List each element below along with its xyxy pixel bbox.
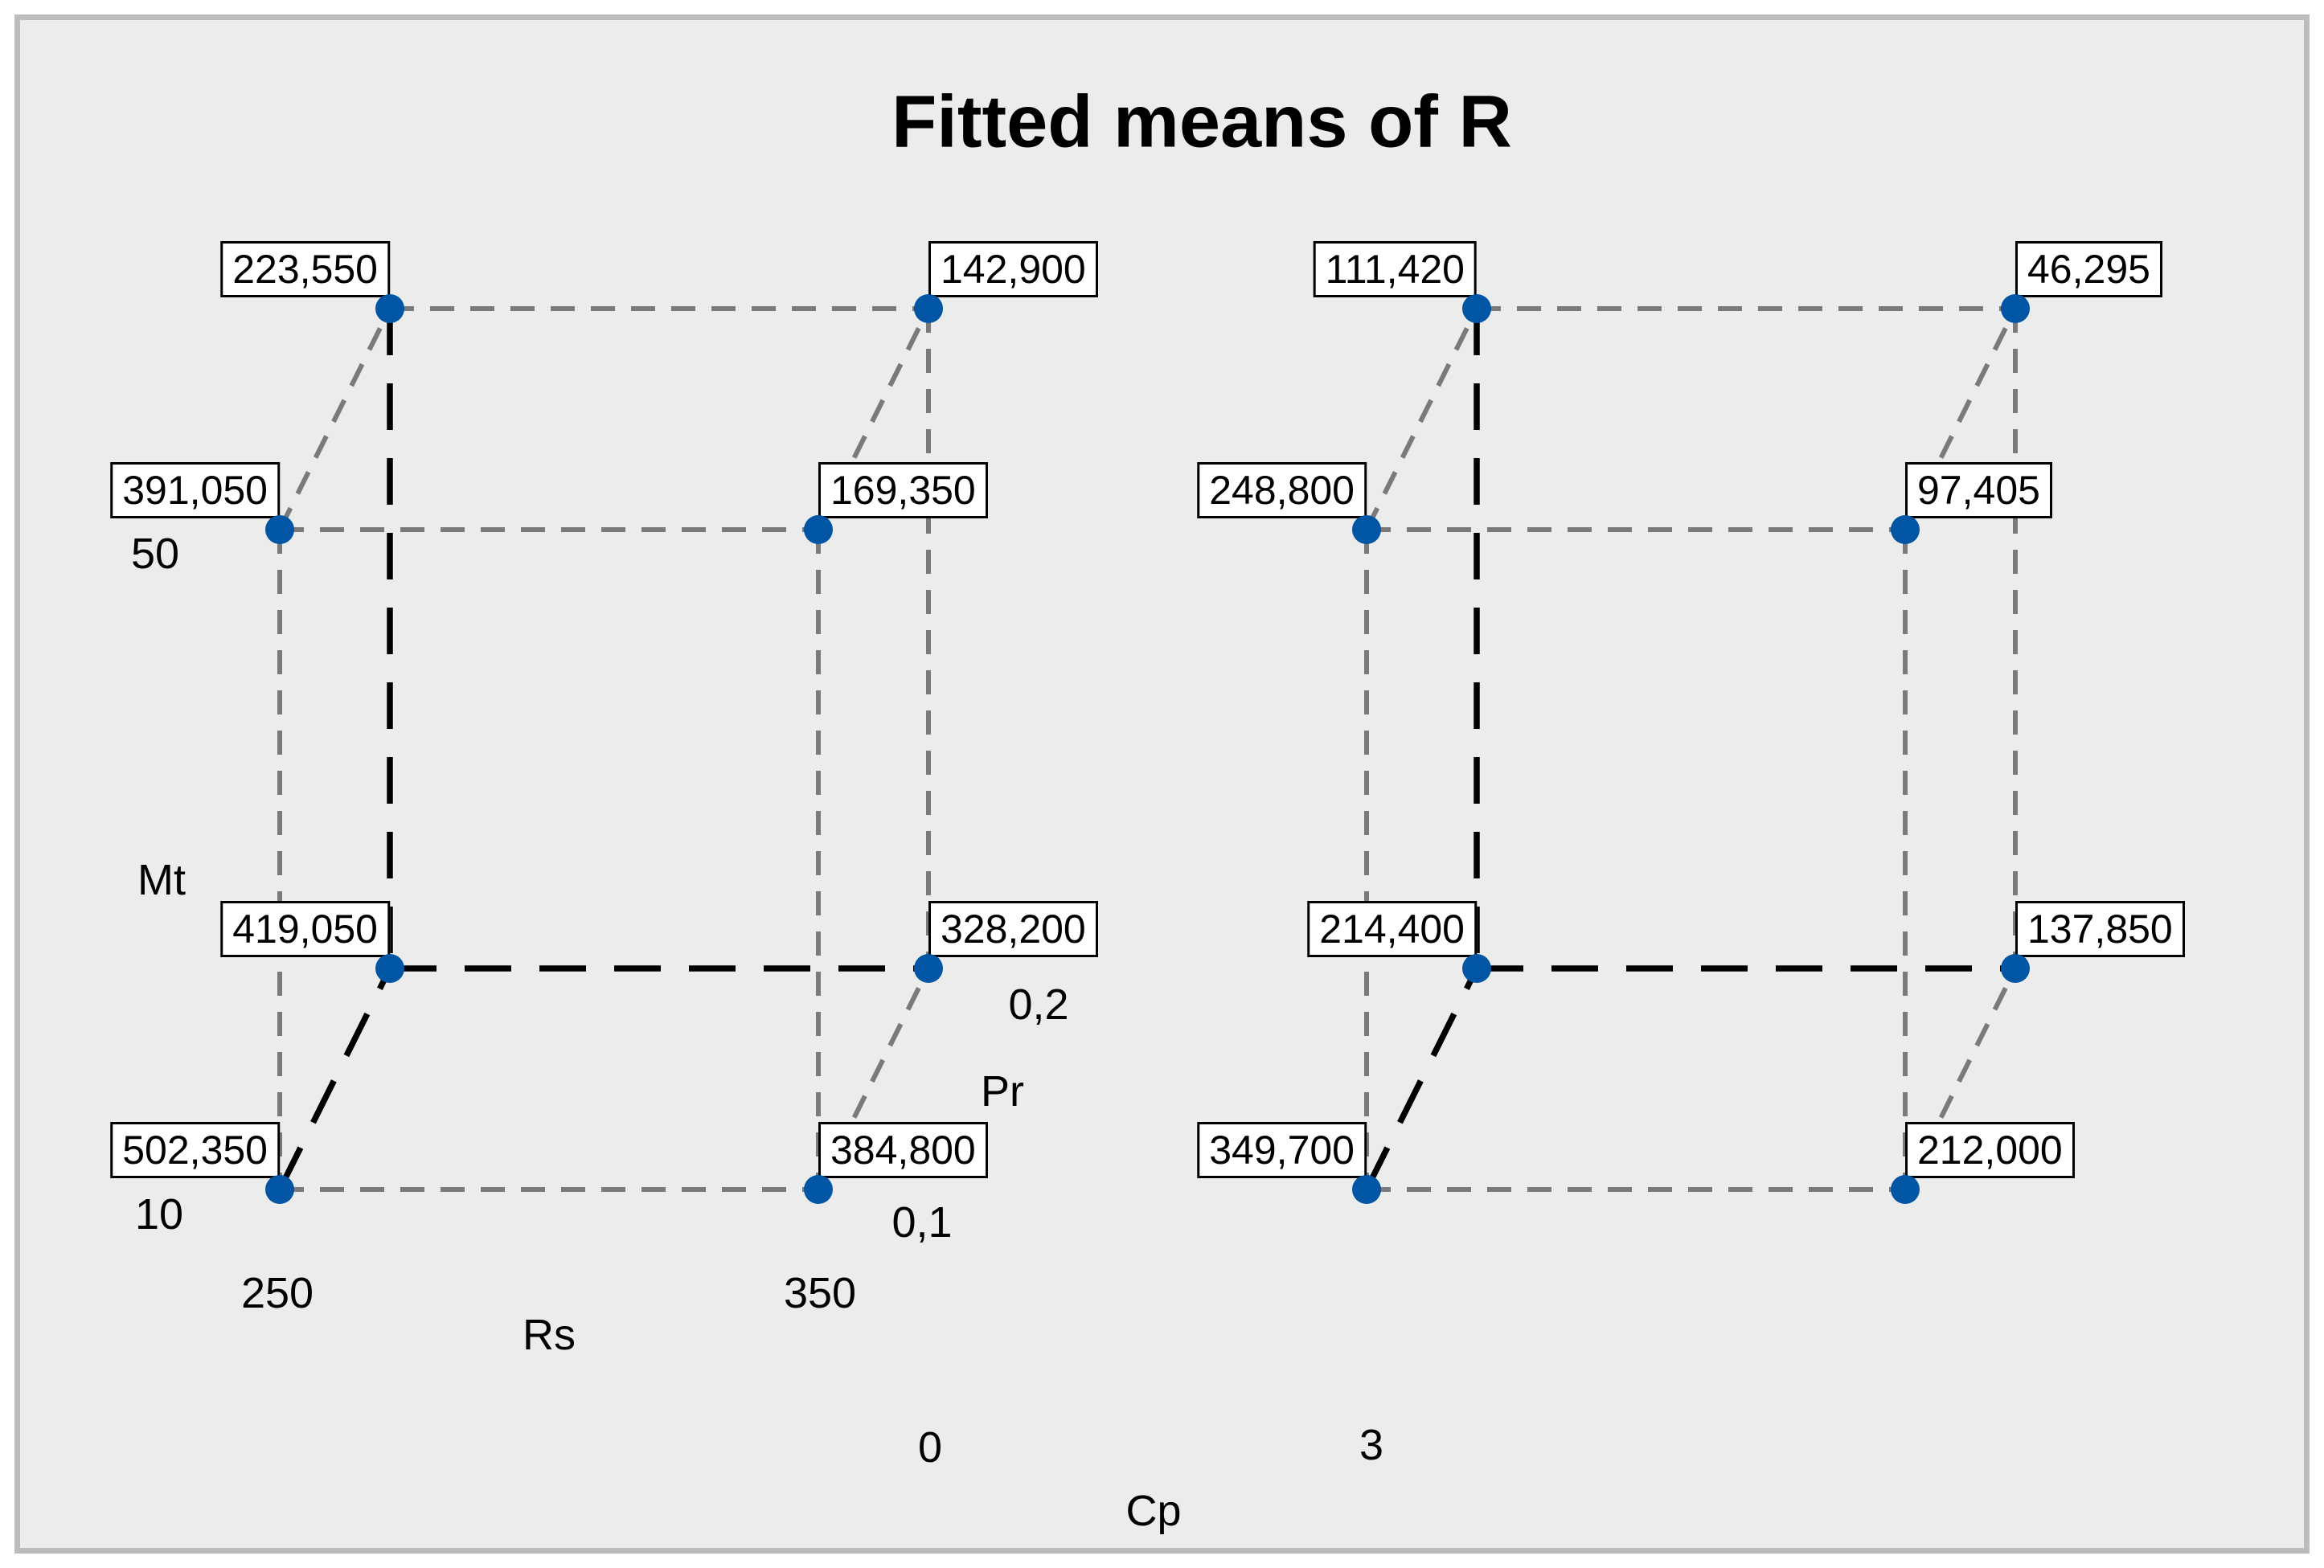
pr-tick-0-1: 0,1 — [891, 1198, 953, 1247]
chart-title: Fitted means of R — [891, 80, 1512, 163]
data-point-cp0-bbr — [914, 954, 943, 983]
mt-axis-label: Mt — [137, 856, 186, 904]
value-label-cp0-bbl: 419,050 — [220, 901, 390, 957]
cp-tick-0: 0 — [917, 1423, 943, 1472]
value-label-cp3-tbl: 111,420 — [1313, 241, 1477, 297]
mt-tick-50: 50 — [130, 530, 180, 578]
data-point-cp3-bfr — [1891, 1175, 1920, 1204]
value-label-cp0-tbl: 223,550 — [220, 241, 390, 297]
figure-frame — [14, 14, 2310, 1554]
data-point-cp3-bbl — [1462, 954, 1491, 983]
rs-tick-350: 350 — [783, 1269, 857, 1317]
data-point-cp3-tfr — [1891, 515, 1920, 544]
value-label-cp0-tfl: 391,050 — [110, 462, 280, 518]
data-point-cp3-bbr — [2001, 954, 2030, 983]
value-label-cp0-bbr: 328,200 — [928, 901, 1098, 957]
data-point-cp3-bfl — [1352, 1175, 1381, 1204]
data-point-cp0-bfr — [804, 1175, 833, 1204]
cp-tick-3: 3 — [1359, 1421, 1384, 1469]
data-point-cp3-tbl — [1462, 294, 1491, 323]
cube-edge — [1363, 967, 1480, 1191]
value-label-cp3-bbr: 137,850 — [2015, 901, 2185, 957]
value-label-cp3-tbr: 46,295 — [2015, 241, 2162, 297]
data-point-cp3-tbr — [2001, 294, 2030, 323]
mt-tick-10: 10 — [134, 1190, 184, 1238]
value-label-cp3-bfl: 349,700 — [1197, 1122, 1367, 1178]
cube-edge — [277, 307, 392, 531]
value-label-cp3-bfr: 212,000 — [1905, 1122, 2075, 1178]
pr-tick-0-2: 0,2 — [1008, 981, 1069, 1029]
value-label-cp0-bfr: 384,800 — [818, 1122, 988, 1178]
value-label-cp3-bbl: 214,400 — [1307, 901, 1477, 957]
rs-axis-label: Rs — [523, 1311, 576, 1359]
value-label-cp0-tfr: 169,350 — [818, 462, 988, 518]
rs-tick-250: 250 — [240, 1269, 314, 1317]
data-point-cp0-tbr — [914, 294, 943, 323]
data-point-cp0-tbl — [375, 294, 404, 323]
data-point-cp0-tfl — [265, 515, 294, 544]
data-point-cp0-tfr — [804, 515, 833, 544]
cube-edge — [1364, 307, 1479, 531]
pr-axis-label: Pr — [981, 1067, 1024, 1116]
data-point-cp0-bfl — [265, 1175, 294, 1204]
value-label-cp3-tfr: 97,405 — [1905, 462, 2052, 518]
data-point-cp0-bbl — [375, 954, 404, 983]
value-label-cp0-bfl: 502,350 — [110, 1122, 280, 1178]
cube-edge — [277, 967, 393, 1191]
value-label-cp0-tbr: 142,900 — [928, 241, 1098, 297]
value-label-cp3-tfl: 248,800 — [1197, 462, 1367, 518]
cp-axis-label: Cp — [1125, 1487, 1182, 1535]
data-point-cp3-tfl — [1352, 515, 1381, 544]
